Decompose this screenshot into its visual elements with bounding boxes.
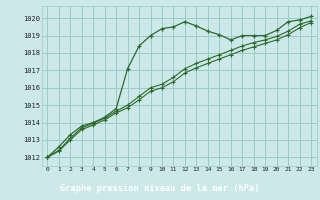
Text: Graphe pression niveau de la mer (hPa): Graphe pression niveau de la mer (hPa) (60, 184, 260, 193)
